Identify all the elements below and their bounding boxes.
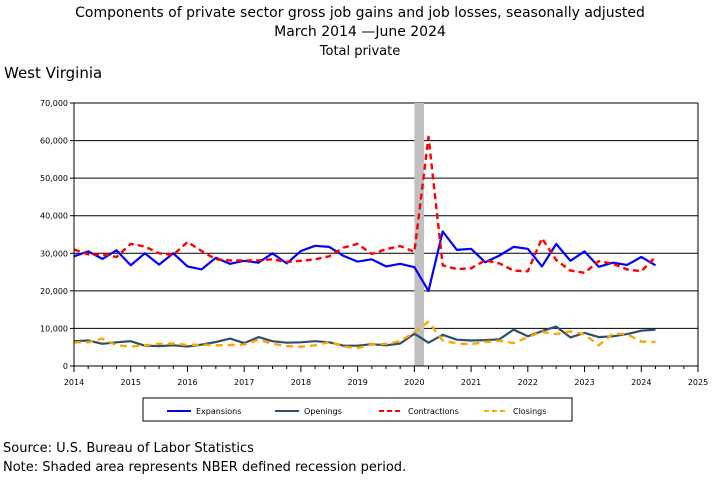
y-tick-label: 40,000 (40, 212, 68, 221)
x-tick-label: 2016 (177, 378, 197, 387)
line-chart: 0 10,000 20,000 30,000 40,000 50,000 60,000 70,… (40, 99, 708, 422)
grid-lines (74, 102, 698, 367)
y-tick-label: 0 (63, 362, 68, 371)
x-tick-label: 2023 (574, 378, 594, 387)
x-tick-label: 2024 (631, 378, 651, 387)
legend-box (142, 397, 573, 422)
legend-label-openings: Openings (304, 407, 342, 416)
x-tick-label: 2019 (347, 378, 367, 387)
y-tick-label: 30,000 (40, 249, 68, 258)
x-tick-label: 2025 (688, 378, 708, 387)
source-note: Source: U.S. Bureau of Labor Statistics (3, 441, 254, 456)
x-tick-label: 2018 (291, 378, 311, 387)
y-tick-label: 70,000 (40, 99, 68, 108)
y-tick-label: 50,000 (40, 174, 68, 183)
recession-note: Note: Shaded area represents NBER define… (3, 460, 407, 475)
x-tick-label: 2015 (121, 378, 141, 387)
x-tick-label: 2017 (234, 378, 254, 387)
legend-label-closings: Closings (513, 407, 546, 416)
x-tick-label: 2020 (404, 378, 424, 387)
x-tick-label: 2022 (518, 378, 538, 387)
x-tick-label: 2021 (461, 378, 481, 387)
series-line-openings (73, 325, 656, 348)
y-tick-label: 60,000 (40, 137, 68, 146)
legend-label-expansions: Expansions (196, 407, 241, 416)
legend-label-contractions: Contractions (408, 407, 459, 416)
x-tick-label: 2014 (64, 378, 84, 387)
series-group (73, 135, 657, 350)
y-tick-label: 10,000 (40, 324, 68, 333)
series-line-contractions (73, 135, 657, 274)
series-line-closings (74, 320, 656, 350)
legend: Expansions Openings Contractions Closings (142, 397, 573, 422)
chart-subtitle: Total private (319, 44, 401, 59)
chart-title: Components of private sector gross job g… (75, 5, 645, 21)
axes: 0 10,000 20,000 30,000 40,000 50,000 60,000 70,… (40, 99, 708, 387)
region-label: West Virginia (4, 64, 103, 82)
chart-date-range: March 2014 —June 2024 (274, 24, 446, 40)
series-line-expansions (73, 230, 657, 292)
recession-shading (414, 103, 425, 366)
recession-bar (414, 103, 425, 366)
y-tick-label: 20,000 (40, 287, 68, 296)
